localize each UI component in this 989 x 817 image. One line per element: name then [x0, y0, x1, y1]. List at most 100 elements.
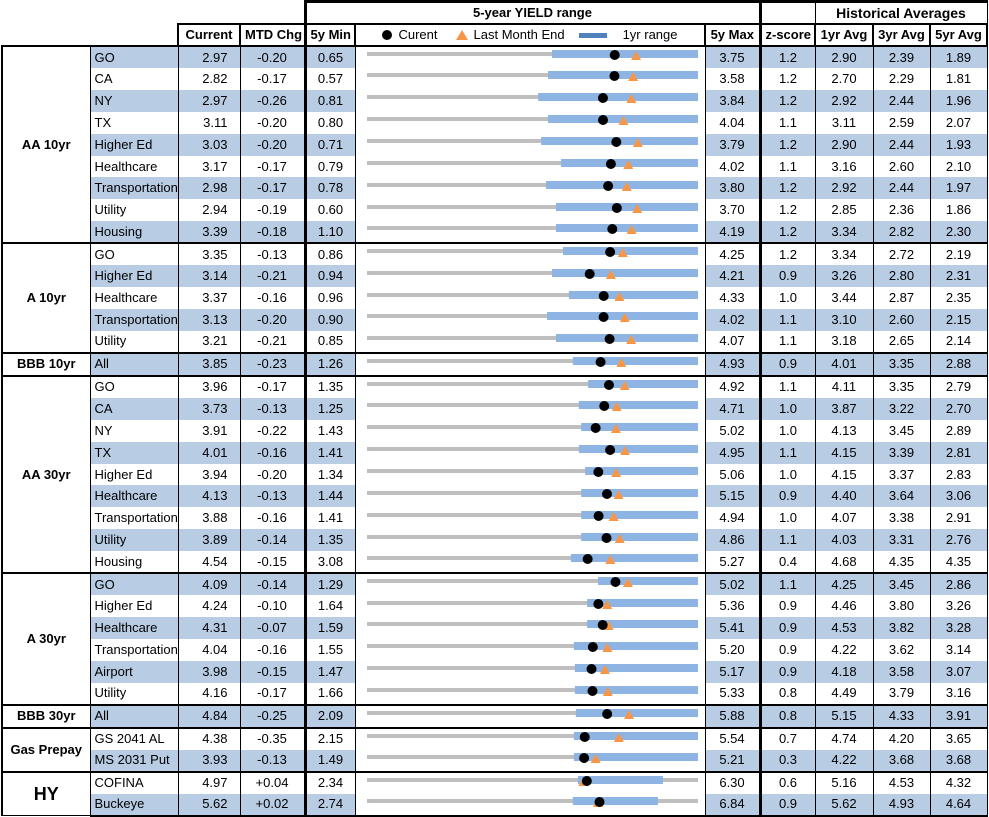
one-year-avg: 3.11 — [814, 111, 874, 134]
current-marker — [597, 115, 608, 126]
current-yield: 3.03 — [177, 133, 241, 156]
row-name: GO — [89, 374, 179, 398]
one-year-avg: 3.87 — [814, 397, 874, 420]
one-year-range-bar — [570, 554, 698, 563]
range-chart — [366, 115, 698, 126]
five-year-max: 4.02 — [705, 309, 762, 331]
row-name: Healthcare — [89, 155, 179, 178]
table-row: NY 3.91 -0.22 1.43 5.02 1.0 4.13 3.45 2.89 — [2, 419, 988, 442]
current-yield: 3.11 — [177, 111, 241, 134]
three-year-avg: 3.45 — [872, 419, 931, 442]
range-chart — [366, 775, 698, 786]
five-year-max: 4.71 — [705, 397, 762, 420]
one-year-avg: 3.18 — [814, 330, 874, 353]
three-year-avg: 2.44 — [872, 133, 931, 156]
five-year-max: 5.88 — [705, 703, 762, 728]
last-month-end-marker — [619, 313, 630, 323]
last-month-end-marker — [610, 468, 621, 478]
five-year-min: 1.10 — [303, 221, 355, 244]
one-year-avg: 3.26 — [814, 265, 874, 288]
table-row: Buckeye 5.62 +0.02 2.74 6.84 0.9 5.62 4.93 4.64 — [2, 793, 988, 817]
current-marker — [602, 180, 613, 191]
current-yield: 3.17 — [177, 155, 241, 178]
last-month-end-marker — [602, 686, 613, 696]
current-marker — [592, 467, 603, 478]
mtd-change: -0.16 — [239, 441, 306, 464]
yield-range-title: 5-year YIELD range — [303, 0, 762, 24]
current-yield: 4.13 — [177, 485, 241, 508]
z-score: 1.1 — [759, 309, 816, 331]
one-year-avg: 2.70 — [814, 68, 874, 90]
current-yield: 4.24 — [177, 595, 241, 618]
table-row: CA 3.73 -0.13 1.25 4.71 1.0 3.87 3.22 2.70 — [2, 397, 988, 420]
range-chart-cell — [354, 242, 706, 266]
range-chart-cell — [354, 793, 706, 817]
range-chart-cell — [354, 265, 706, 288]
range-chart-cell — [354, 221, 706, 244]
one-year-range-bar — [551, 268, 698, 277]
five-year-max: 4.25 — [705, 242, 762, 266]
three-year-avg: 3.68 — [872, 749, 931, 772]
current-marker — [594, 796, 605, 807]
range-chart — [366, 577, 698, 588]
five-year-max: 3.79 — [705, 133, 762, 156]
mtd-change: -0.16 — [239, 507, 306, 530]
three-year-avg: 3.38 — [872, 507, 931, 530]
mtd-change: -0.20 — [239, 111, 306, 134]
one-year-avg: 4.22 — [814, 749, 874, 772]
z-score: 0.6 — [759, 770, 816, 794]
five-year-min: 1.44 — [303, 485, 355, 508]
three-year-avg: 3.45 — [872, 572, 931, 596]
range-chart-cell — [354, 551, 706, 574]
three-year-avg: 3.58 — [872, 660, 931, 683]
z-score: 1.1 — [759, 155, 816, 178]
current-marker — [584, 268, 595, 279]
z-score: 1.2 — [759, 242, 816, 266]
three-year-avg: 2.29 — [872, 68, 931, 90]
z-score: 1.2 — [759, 68, 816, 90]
z-score: 1.2 — [759, 177, 816, 200]
group-label: AA 30yr — [1, 374, 91, 574]
group-label: BBB 10yr — [1, 351, 91, 377]
current-marker — [598, 312, 609, 323]
historical-averages-title: Historical Averages — [814, 0, 988, 24]
current-marker — [611, 202, 622, 213]
one-year-avg: 2.92 — [814, 177, 874, 200]
range-chart-cell — [354, 485, 706, 508]
one-year-range-bar — [586, 620, 698, 629]
three-year-avg: 2.60 — [872, 309, 931, 331]
range-chart — [366, 731, 698, 742]
table-row: AA 30yr GO 3.96 -0.17 1.35 4.92 1.1 4.11 3.35 2.7… — [1, 374, 988, 574]
one-year-avg: 4.07 — [814, 507, 874, 530]
row-name: CA — [89, 397, 179, 420]
five-year-range-line — [366, 710, 698, 715]
z-score: 1.2 — [759, 199, 816, 222]
current-yield: 4.16 — [177, 682, 241, 705]
five-year-max: 5.33 — [705, 682, 762, 705]
mtd-change: -0.20 — [239, 45, 306, 68]
five-year-min: 1.41 — [303, 507, 355, 530]
five-year-avg: 2.10 — [929, 155, 988, 178]
col-5yr-avg: 5yr Avg — [929, 23, 988, 47]
five-year-avg: 2.91 — [929, 507, 988, 530]
range-chart-cell — [354, 617, 706, 639]
row-name: Higher Ed — [89, 133, 179, 156]
chart-legend: Curent Last Month End 1yr range — [354, 23, 706, 47]
one-year-range-bar — [572, 796, 658, 805]
five-year-min: 1.34 — [303, 463, 355, 486]
range-chart-cell — [354, 726, 706, 750]
mtd-change: -0.21 — [239, 330, 306, 353]
five-year-max: 4.93 — [705, 351, 762, 376]
one-year-range-bar — [555, 202, 698, 211]
z-score: 1.1 — [759, 572, 816, 596]
row-name: Higher Ed — [89, 463, 179, 486]
five-year-max: 3.75 — [705, 45, 762, 68]
z-score: 1.1 — [759, 441, 816, 464]
five-year-avg: 3.91 — [929, 703, 988, 728]
row-name: Transportation — [89, 177, 179, 200]
five-year-min: 1.41 — [303, 441, 355, 464]
one-year-avg: 4.15 — [814, 441, 874, 464]
five-year-min: 2.09 — [303, 703, 355, 728]
three-year-avg: 3.79 — [872, 682, 931, 705]
five-year-min: 0.81 — [303, 89, 355, 112]
